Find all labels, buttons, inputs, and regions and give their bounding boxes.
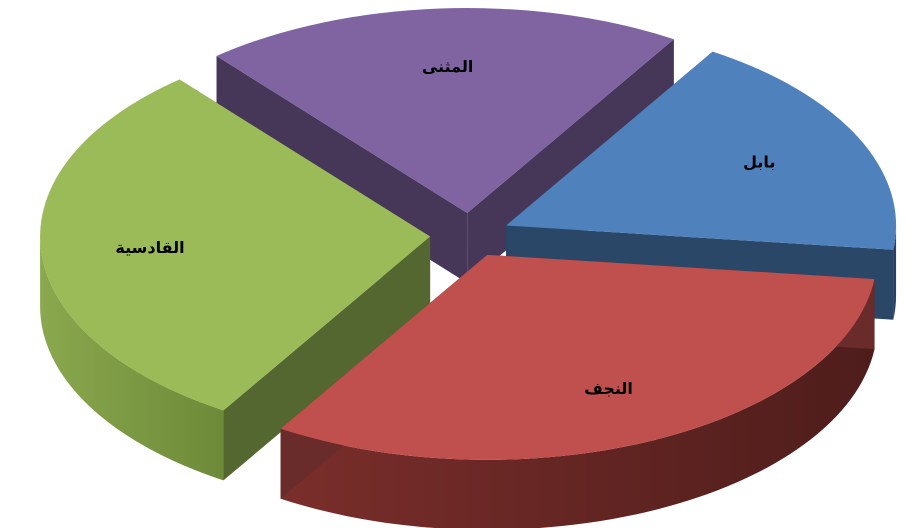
pie-slice-top (280, 254, 875, 460)
slice-label: المثنى (422, 57, 473, 76)
pie-slice-side (893, 225, 897, 320)
pie-slice (40, 79, 431, 481)
pie-slice-side (280, 279, 875, 528)
pie-slice-wall (223, 236, 431, 481)
slice-label: القادسية (115, 238, 184, 257)
pie-slice-top (216, 8, 674, 214)
slice-label: بابل (743, 153, 775, 172)
pie-slice-top (40, 79, 431, 411)
pie-slice-top (506, 51, 897, 250)
pie-slice (280, 254, 875, 528)
pie-slice-side (40, 236, 224, 481)
slice-label: النجف (584, 379, 633, 398)
